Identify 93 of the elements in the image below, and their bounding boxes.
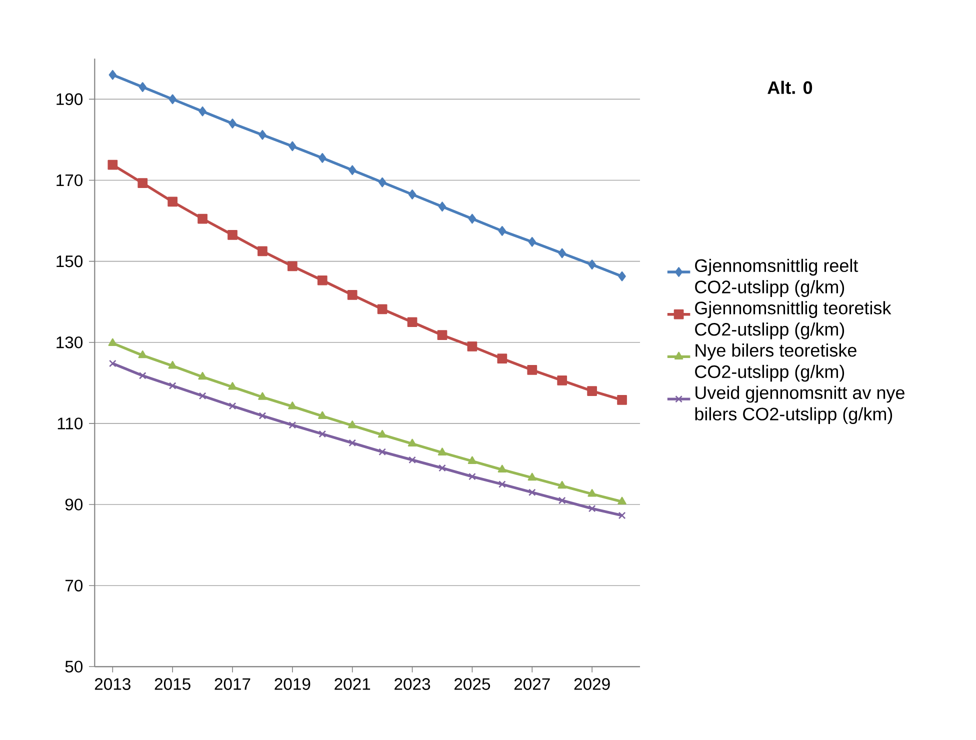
point xyxy=(168,360,177,369)
point xyxy=(528,236,536,247)
point xyxy=(438,202,446,212)
point xyxy=(198,372,207,380)
point xyxy=(258,130,266,140)
point xyxy=(527,365,538,375)
y-tick-label: 50 xyxy=(65,660,83,673)
point xyxy=(258,392,267,400)
point xyxy=(288,402,297,410)
point xyxy=(198,214,208,224)
point xyxy=(467,342,478,352)
point xyxy=(198,392,206,400)
x-tick-label: 2029 xyxy=(574,678,610,690)
point xyxy=(498,480,506,488)
point xyxy=(228,382,237,390)
legend-label: Gjennomsnittlig reelt CO2-utslipp (g/km) xyxy=(695,258,858,297)
point xyxy=(138,82,146,92)
y-tick-label: 170 xyxy=(56,174,83,186)
point xyxy=(318,153,326,163)
x-tick-label: 2021 xyxy=(334,678,370,690)
point xyxy=(468,472,476,480)
point xyxy=(198,106,206,116)
point xyxy=(138,350,147,358)
point xyxy=(258,412,266,420)
point xyxy=(108,70,117,80)
point xyxy=(408,456,416,464)
point xyxy=(108,160,118,170)
point xyxy=(228,402,236,410)
x-tick-label: 2013 xyxy=(94,678,130,690)
point xyxy=(258,246,268,256)
point xyxy=(348,420,357,428)
point xyxy=(438,448,447,456)
point xyxy=(618,271,626,282)
x-tick-label: 2017 xyxy=(214,678,250,690)
x-tick-label: 2027 xyxy=(514,678,550,690)
x-tick-label: 2025 xyxy=(454,678,490,690)
point xyxy=(618,512,626,520)
point xyxy=(288,421,296,429)
point xyxy=(408,190,416,200)
y-tick-label: 130 xyxy=(56,336,83,348)
y-tick-label: 90 xyxy=(65,498,83,510)
y-tick-label: 110 xyxy=(58,418,83,430)
point xyxy=(378,430,387,438)
point xyxy=(468,214,476,224)
point xyxy=(318,411,327,419)
point xyxy=(168,382,176,390)
text: Alt. 0 xyxy=(768,80,812,94)
point xyxy=(468,456,477,464)
point xyxy=(617,395,627,405)
point xyxy=(138,178,148,188)
x-tick-label: 2019 xyxy=(274,678,310,690)
point xyxy=(408,438,417,447)
point xyxy=(317,275,328,286)
legend-label: Gjennomsnittlig teoretisk CO2-utslipp (g/km) xyxy=(695,301,892,340)
point xyxy=(528,488,536,496)
point xyxy=(138,372,146,380)
point xyxy=(618,496,626,504)
point xyxy=(347,290,358,300)
y-tick-label: 190 xyxy=(56,93,83,106)
point xyxy=(497,354,508,364)
point xyxy=(588,504,596,512)
point xyxy=(378,177,386,188)
point xyxy=(558,480,566,489)
point xyxy=(407,317,418,328)
point xyxy=(377,304,388,314)
point xyxy=(228,230,238,240)
y-tick-label: 150 xyxy=(56,255,83,268)
x-tick-label: 2015 xyxy=(154,678,190,690)
point xyxy=(318,430,326,438)
point xyxy=(498,226,506,236)
point xyxy=(168,94,176,104)
point xyxy=(437,330,448,340)
point xyxy=(348,165,356,176)
point xyxy=(588,489,596,497)
legend-label: Uveid gjennomsnitt av nye bilers CO2-utslipp (g/km) xyxy=(695,386,904,424)
point xyxy=(558,248,566,258)
point xyxy=(528,472,536,481)
point xyxy=(288,141,296,152)
point xyxy=(587,386,597,396)
point xyxy=(498,464,507,472)
point xyxy=(108,360,116,368)
legend-label: Nye bilers teoretiske CO2-utslipp (g/km) xyxy=(695,344,856,382)
x-tick-label: 2023 xyxy=(394,678,430,690)
point xyxy=(348,439,356,447)
point xyxy=(558,496,566,504)
point xyxy=(438,464,446,472)
point xyxy=(228,118,236,128)
y-tick-label: 70 xyxy=(65,580,83,592)
point xyxy=(287,261,298,272)
point xyxy=(378,448,386,456)
point xyxy=(557,376,568,386)
point xyxy=(588,260,596,270)
point xyxy=(168,196,178,207)
